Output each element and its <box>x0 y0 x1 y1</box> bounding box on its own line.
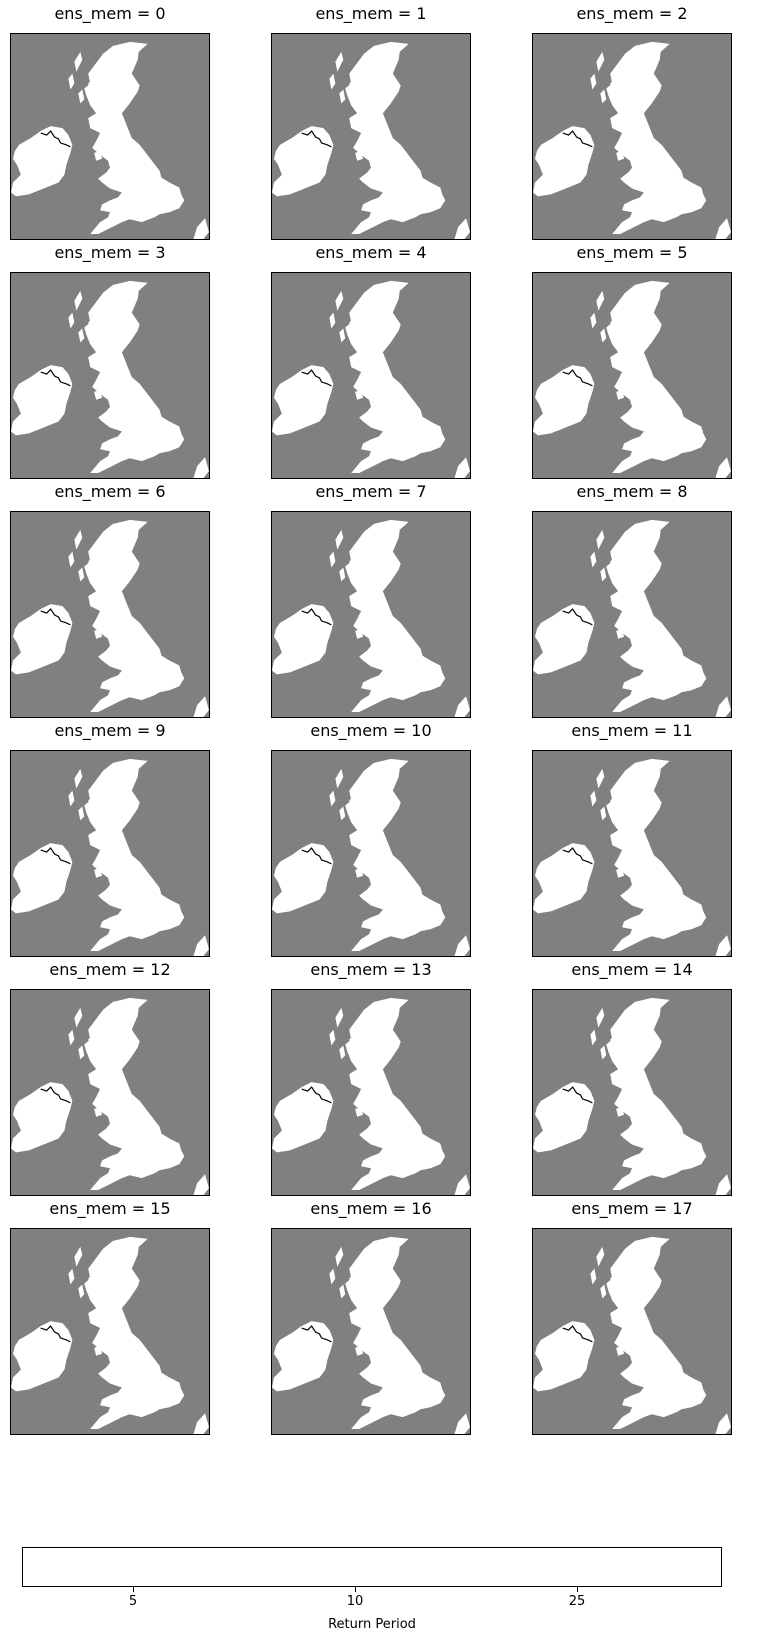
uk-map <box>272 41 470 239</box>
panel-title: ens_mem = 6 <box>54 482 166 501</box>
uk-map <box>11 1236 209 1434</box>
uk-map <box>533 41 731 239</box>
land-mass <box>533 997 731 1195</box>
panel-title: ens_mem = 1 <box>315 4 427 23</box>
colorbar-tick-label: 25 <box>568 1594 586 1609</box>
land-mass <box>272 997 470 1195</box>
uk-map <box>272 519 470 717</box>
panel-title: ens_mem = 0 <box>54 4 166 23</box>
uk-map <box>272 997 470 1195</box>
panel-title: ens_mem = 11 <box>571 721 693 740</box>
map-plot-area <box>10 1228 210 1435</box>
land-mass <box>11 997 209 1195</box>
map-plot-area <box>532 750 732 957</box>
colorbar-tick <box>355 1587 356 1592</box>
land-mass <box>533 758 731 956</box>
panel-title: ens_mem = 16 <box>310 1199 432 1218</box>
panel-title: ens_mem = 3 <box>54 243 166 262</box>
uk-map <box>533 997 731 1195</box>
map-plot-area <box>271 272 471 479</box>
panel-title: ens_mem = 7 <box>315 482 427 501</box>
uk-map <box>11 41 209 239</box>
map-plot-area <box>532 511 732 718</box>
panel-title: ens_mem = 13 <box>310 960 432 979</box>
land-mass <box>272 519 470 717</box>
uk-map <box>533 1236 731 1434</box>
panel-title: ens_mem = 5 <box>576 243 688 262</box>
uk-map <box>272 280 470 478</box>
map-plot-area <box>271 750 471 957</box>
land-mass <box>533 1236 731 1434</box>
map-plot-area <box>10 272 210 479</box>
map-plot-area <box>532 1228 732 1435</box>
land-mass <box>533 280 731 478</box>
colorbar-tick-label: 10 <box>346 1594 364 1609</box>
land-mass <box>533 41 731 239</box>
panel-title: ens_mem = 17 <box>571 1199 693 1218</box>
land-mass <box>11 1236 209 1434</box>
map-plot-area <box>10 750 210 957</box>
map-plot-area <box>271 33 471 240</box>
uk-map <box>11 519 209 717</box>
map-plot-area <box>10 511 210 718</box>
land-mass <box>272 41 470 239</box>
colorbar-tick-label: 5 <box>128 1594 138 1609</box>
panel-title: ens_mem = 12 <box>49 960 171 979</box>
land-mass <box>272 1236 470 1434</box>
map-plot-area <box>532 272 732 479</box>
land-mass <box>11 280 209 478</box>
uk-map <box>533 519 731 717</box>
panel-title: ens_mem = 8 <box>576 482 688 501</box>
colorbar <box>22 1547 722 1587</box>
map-plot-area <box>271 511 471 718</box>
land-mass <box>11 519 209 717</box>
land-mass <box>11 758 209 956</box>
map-plot-area <box>532 989 732 1196</box>
uk-map <box>272 758 470 956</box>
panel-title: ens_mem = 4 <box>315 243 427 262</box>
land-mass <box>533 519 731 717</box>
uk-map <box>11 997 209 1195</box>
map-plot-area <box>271 989 471 1196</box>
land-mass <box>272 758 470 956</box>
panel-title: ens_mem = 2 <box>576 4 688 23</box>
uk-map <box>272 1236 470 1434</box>
land-mass <box>11 41 209 239</box>
panel-title: ens_mem = 15 <box>49 1199 171 1218</box>
panel-title: ens_mem = 9 <box>54 721 166 740</box>
uk-map <box>533 280 731 478</box>
uk-map <box>11 758 209 956</box>
panel-title: ens_mem = 10 <box>310 721 432 740</box>
colorbar-tick <box>133 1587 134 1592</box>
land-mass <box>272 280 470 478</box>
panel-title: ens_mem = 14 <box>571 960 693 979</box>
map-plot-area <box>271 1228 471 1435</box>
map-plot-area <box>10 989 210 1196</box>
uk-map <box>11 280 209 478</box>
map-plot-area <box>532 33 732 240</box>
map-plot-area <box>10 33 210 240</box>
uk-map <box>533 758 731 956</box>
colorbar-label: Return Period <box>328 1617 416 1632</box>
colorbar-tick <box>577 1587 578 1592</box>
